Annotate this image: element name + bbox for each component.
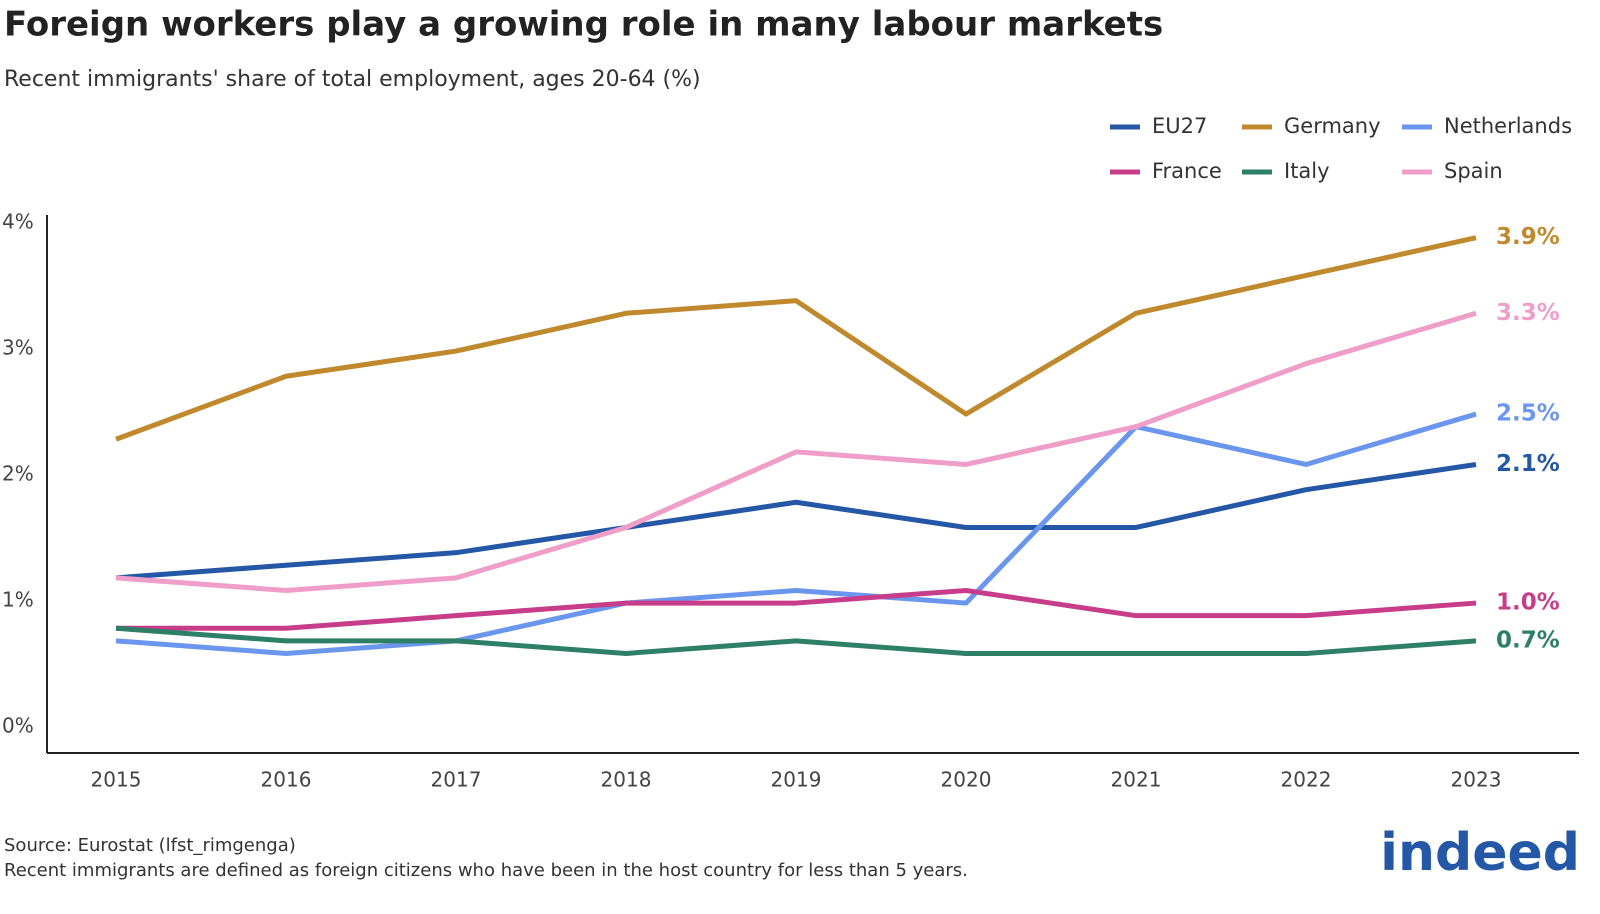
end-label: 1.0% (1496, 590, 1560, 616)
x-tick-label: 2021 (1111, 768, 1162, 792)
end-label: 0.7% (1496, 627, 1560, 653)
chart-title: Foreign workers play a growing role in m… (4, 5, 1163, 45)
y-tick-label: 1% (2, 588, 34, 612)
legend-label: Italy (1284, 159, 1330, 183)
x-tick-label: 2016 (261, 768, 312, 792)
series-line (115, 310, 1477, 593)
x-tick-label: 2019 (771, 768, 822, 792)
chart-subtitle: Recent immigrants' share of total employ… (4, 67, 701, 92)
x-tick-label: 2022 (1281, 768, 1332, 792)
footnote: Recent immigrants are defined as foreign… (4, 860, 968, 881)
series-line (115, 461, 1477, 581)
series-line (116, 587, 1477, 631)
legend-label: France (1152, 159, 1222, 183)
end-label: 3.3% (1496, 300, 1560, 326)
x-tick-label: 2020 (941, 768, 992, 792)
series-line (115, 625, 1477, 656)
legend-label: Germany (1284, 114, 1381, 138)
legend-label: Netherlands (1444, 114, 1572, 138)
legend-label: Spain (1444, 159, 1503, 183)
end-label: 2.5% (1496, 401, 1560, 427)
end-label: 2.1% (1496, 451, 1560, 477)
y-tick-label: 0% (2, 714, 34, 738)
y-tick-label: 4% (2, 210, 34, 234)
x-tick-label: 2017 (431, 768, 482, 792)
logo: indeed (1380, 823, 1580, 883)
y-tick-label: 3% (2, 336, 34, 360)
y-tick-label: 2% (2, 462, 34, 486)
end-label: 3.9% (1496, 224, 1560, 250)
source: Source: Eurostat (lfst_rimgenga) (4, 835, 296, 856)
legend-label: EU27 (1152, 114, 1207, 138)
x-tick-label: 2023 (1451, 768, 1502, 792)
x-tick-label: 2018 (601, 768, 652, 792)
x-tick-label: 2015 (91, 768, 142, 792)
series-line (115, 235, 1477, 442)
series-line (115, 411, 1477, 656)
